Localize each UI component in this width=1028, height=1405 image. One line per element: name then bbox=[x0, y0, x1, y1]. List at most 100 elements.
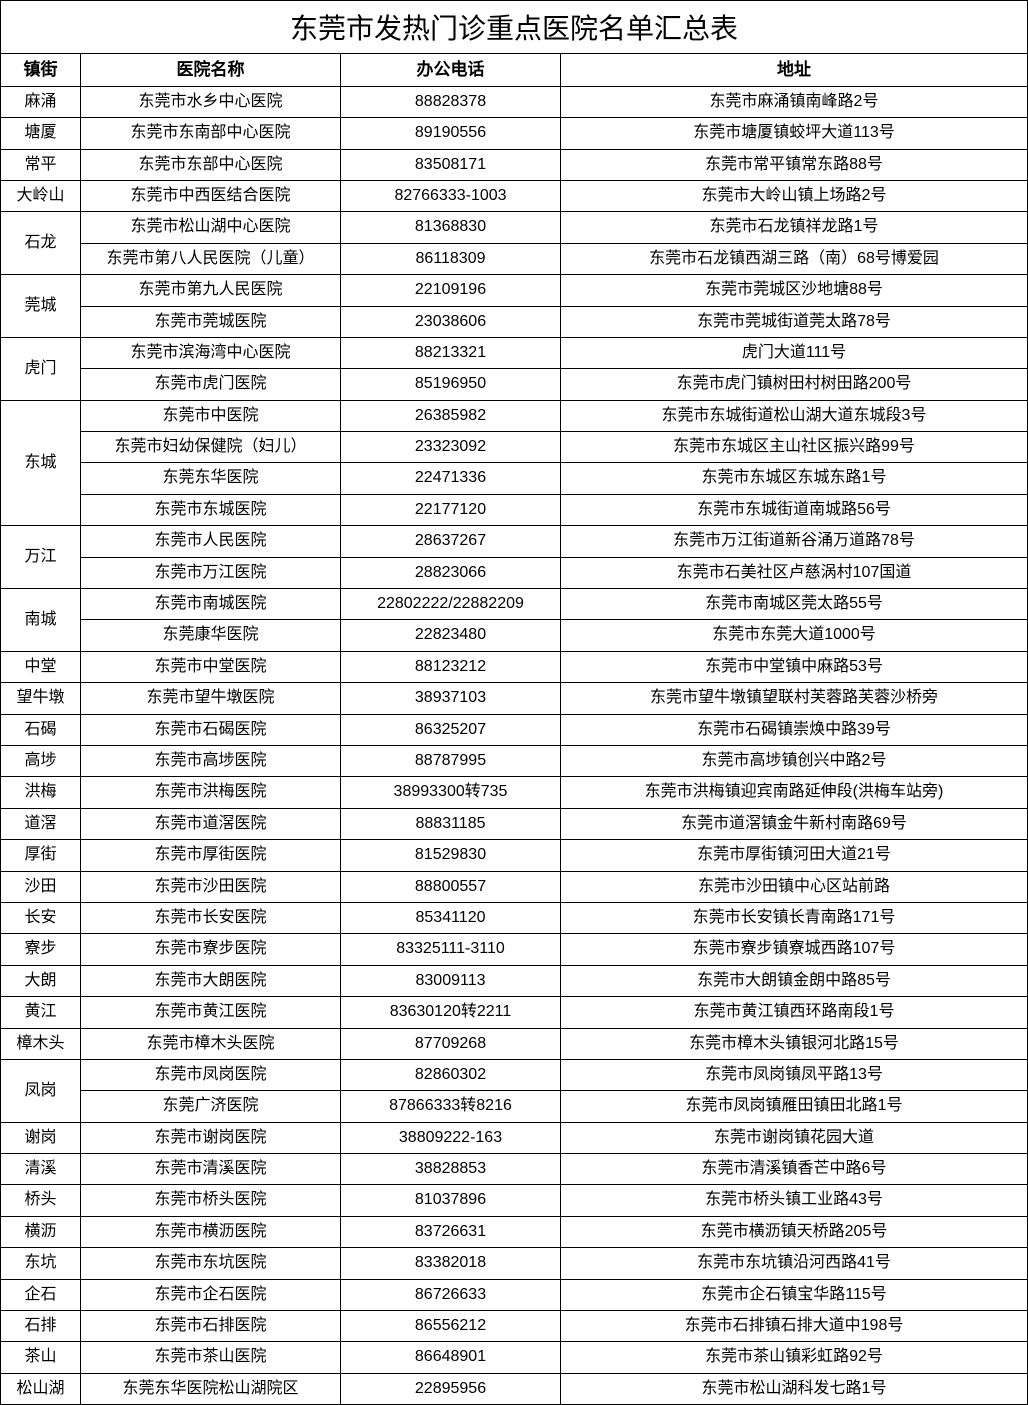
cell-town: 道滘 bbox=[1, 808, 81, 839]
col-town: 镇街 bbox=[1, 54, 81, 87]
cell-phone: 88800557 bbox=[341, 871, 561, 902]
cell-hospital: 东莞市中医院 bbox=[81, 400, 341, 431]
table-row: 东城东莞市中医院26385982东莞市东城街道松山湖大道东城段3号 bbox=[1, 400, 1028, 431]
table-row: 厚街东莞市厚街医院81529830东莞市厚街镇河田大道21号 bbox=[1, 840, 1028, 871]
cell-town: 东坑 bbox=[1, 1248, 81, 1279]
cell-town: 凤岗 bbox=[1, 1059, 81, 1122]
cell-hospital: 东莞市黄江医院 bbox=[81, 997, 341, 1028]
cell-address: 东莞市石碣镇崇焕中路39号 bbox=[561, 714, 1028, 745]
cell-hospital: 东莞市人民医院 bbox=[81, 526, 341, 557]
cell-address: 东莞市松山湖科发七路1号 bbox=[561, 1373, 1028, 1404]
table-row: 大岭山东莞市中西医结合医院82766333-1003东莞市大岭山镇上场路2号 bbox=[1, 180, 1028, 211]
cell-town: 石碣 bbox=[1, 714, 81, 745]
cell-address: 东莞市东城区东城东路1号 bbox=[561, 463, 1028, 494]
cell-hospital: 东莞市石碣医院 bbox=[81, 714, 341, 745]
cell-phone: 38828853 bbox=[341, 1154, 561, 1185]
cell-town: 大岭山 bbox=[1, 180, 81, 211]
cell-address: 东莞市望牛墩镇望联村芙蓉路芙蓉沙桥旁 bbox=[561, 683, 1028, 714]
table-row: 茶山东莞市茶山医院86648901东莞市茶山镇彩虹路92号 bbox=[1, 1342, 1028, 1373]
cell-hospital: 东莞市樟木头医院 bbox=[81, 1028, 341, 1059]
cell-address: 东莞市石龙镇祥龙路1号 bbox=[561, 212, 1028, 243]
table-row: 松山湖东莞东华医院松山湖院区22895956东莞市松山湖科发七路1号 bbox=[1, 1373, 1028, 1404]
cell-hospital: 东莞市凤岗医院 bbox=[81, 1059, 341, 1090]
cell-hospital: 东莞市东南部中心医院 bbox=[81, 118, 341, 149]
cell-phone: 22823480 bbox=[341, 620, 561, 651]
cell-phone: 88787995 bbox=[341, 746, 561, 777]
table-row: 莞城东莞市第九人民医院22109196东莞市莞城区沙地塘88号 bbox=[1, 275, 1028, 306]
cell-town: 望牛墩 bbox=[1, 683, 81, 714]
cell-town: 长安 bbox=[1, 902, 81, 933]
cell-address: 东莞市石龙镇西湖三路（南）68号博爱园 bbox=[561, 243, 1028, 274]
cell-address: 东莞市横沥镇天桥路205号 bbox=[561, 1216, 1028, 1247]
table-row: 万江东莞市人民医院28637267东莞市万江街道新谷涌万道路78号 bbox=[1, 526, 1028, 557]
cell-address: 东莞市道滘镇金牛新村南路69号 bbox=[561, 808, 1028, 839]
cell-hospital: 东莞市道滘医院 bbox=[81, 808, 341, 839]
cell-address: 东莞市中堂镇中麻路53号 bbox=[561, 651, 1028, 682]
table-row: 东莞市东城医院22177120东莞市东城街道南城路56号 bbox=[1, 494, 1028, 525]
cell-phone: 38937103 bbox=[341, 683, 561, 714]
table-row: 东莞市莞城医院23038606东莞市莞城街道莞太路78号 bbox=[1, 306, 1028, 337]
table-row: 谢岗东莞市谢岗医院38809222-163东莞市谢岗镇花园大道 bbox=[1, 1122, 1028, 1153]
table-row: 东莞市万江医院28823066东莞市石美社区卢慈涡村107国道 bbox=[1, 557, 1028, 588]
cell-address: 东莞市东莞大道1000号 bbox=[561, 620, 1028, 651]
cell-town: 石排 bbox=[1, 1311, 81, 1342]
cell-phone: 82860302 bbox=[341, 1059, 561, 1090]
table-row: 沙田东莞市沙田医院88800557东莞市沙田镇中心区站前路 bbox=[1, 871, 1028, 902]
table-row: 南城东莞市南城医院22802222/22882209东莞市南城区莞太路55号 bbox=[1, 589, 1028, 620]
cell-phone: 87866333转8216 bbox=[341, 1091, 561, 1122]
cell-address: 东莞市莞城街道莞太路78号 bbox=[561, 306, 1028, 337]
cell-hospital: 东莞市中堂医院 bbox=[81, 651, 341, 682]
table-row: 东莞东华医院22471336东莞市东城区东城东路1号 bbox=[1, 463, 1028, 494]
cell-town: 东城 bbox=[1, 400, 81, 526]
cell-hospital: 东莞市高埗医院 bbox=[81, 746, 341, 777]
cell-phone: 88831185 bbox=[341, 808, 561, 839]
cell-town: 桥头 bbox=[1, 1185, 81, 1216]
cell-hospital: 东莞市横沥医院 bbox=[81, 1216, 341, 1247]
cell-hospital: 东莞市东部中心医院 bbox=[81, 149, 341, 180]
page-title: 东莞市发热门诊重点医院名单汇总表 bbox=[0, 0, 1028, 53]
cell-phone: 28823066 bbox=[341, 557, 561, 588]
cell-address: 东莞市凤岗镇雁田镇田北路1号 bbox=[561, 1091, 1028, 1122]
table-row: 东莞市妇幼保健院（妇儿）23323092东莞市东城区主山社区振兴路99号 bbox=[1, 432, 1028, 463]
cell-address: 东莞市南城区莞太路55号 bbox=[561, 589, 1028, 620]
table-row: 东莞广济医院87866333转8216东莞市凤岗镇雁田镇田北路1号 bbox=[1, 1091, 1028, 1122]
cell-hospital: 东莞市厚街医院 bbox=[81, 840, 341, 871]
cell-hospital: 东莞市滨海湾中心医院 bbox=[81, 337, 341, 368]
table-row: 望牛墩东莞市望牛墩医院38937103东莞市望牛墩镇望联村芙蓉路芙蓉沙桥旁 bbox=[1, 683, 1028, 714]
table-row: 大朗东莞市大朗医院83009113东莞市大朗镇金朗中路85号 bbox=[1, 965, 1028, 996]
cell-town: 厚街 bbox=[1, 840, 81, 871]
table-row: 凤岗东莞市凤岗医院82860302东莞市凤岗镇凤平路13号 bbox=[1, 1059, 1028, 1090]
cell-phone: 88123212 bbox=[341, 651, 561, 682]
cell-phone: 26385982 bbox=[341, 400, 561, 431]
cell-phone: 85196950 bbox=[341, 369, 561, 400]
cell-phone: 83382018 bbox=[341, 1248, 561, 1279]
cell-hospital: 东莞康华医院 bbox=[81, 620, 341, 651]
cell-hospital: 东莞市清溪医院 bbox=[81, 1154, 341, 1185]
cell-phone: 86118309 bbox=[341, 243, 561, 274]
cell-town: 茶山 bbox=[1, 1342, 81, 1373]
cell-address: 东莞市高埗镇创兴中路2号 bbox=[561, 746, 1028, 777]
cell-town: 樟木头 bbox=[1, 1028, 81, 1059]
table-row: 黄江东莞市黄江医院83630120转2211东莞市黄江镇西环路南段1号 bbox=[1, 997, 1028, 1028]
cell-address: 东莞市凤岗镇凤平路13号 bbox=[561, 1059, 1028, 1090]
cell-phone: 83630120转2211 bbox=[341, 997, 561, 1028]
cell-hospital: 东莞市沙田医院 bbox=[81, 871, 341, 902]
cell-address: 东莞市企石镇宝华路115号 bbox=[561, 1279, 1028, 1310]
cell-hospital: 东莞市石排医院 bbox=[81, 1311, 341, 1342]
cell-address: 东莞市东坑镇沿河西路41号 bbox=[561, 1248, 1028, 1279]
cell-phone: 22895956 bbox=[341, 1373, 561, 1404]
cell-town: 谢岗 bbox=[1, 1122, 81, 1153]
cell-address: 东莞市桥头镇工业路43号 bbox=[561, 1185, 1028, 1216]
cell-hospital: 东莞市望牛墩医院 bbox=[81, 683, 341, 714]
col-hospital: 医院名称 bbox=[81, 54, 341, 87]
cell-town: 虎门 bbox=[1, 337, 81, 400]
cell-address: 东莞市寮步镇寮城西路107号 bbox=[561, 934, 1028, 965]
cell-phone: 82766333-1003 bbox=[341, 180, 561, 211]
cell-phone: 86726633 bbox=[341, 1279, 561, 1310]
table-row: 长安东莞市长安医院85341120东莞市长安镇长青南路171号 bbox=[1, 902, 1028, 933]
cell-address: 东莞市沙田镇中心区站前路 bbox=[561, 871, 1028, 902]
cell-phone: 81037896 bbox=[341, 1185, 561, 1216]
cell-town: 万江 bbox=[1, 526, 81, 589]
cell-hospital: 东莞市大朗医院 bbox=[81, 965, 341, 996]
cell-address: 东莞市麻涌镇南峰路2号 bbox=[561, 86, 1028, 117]
